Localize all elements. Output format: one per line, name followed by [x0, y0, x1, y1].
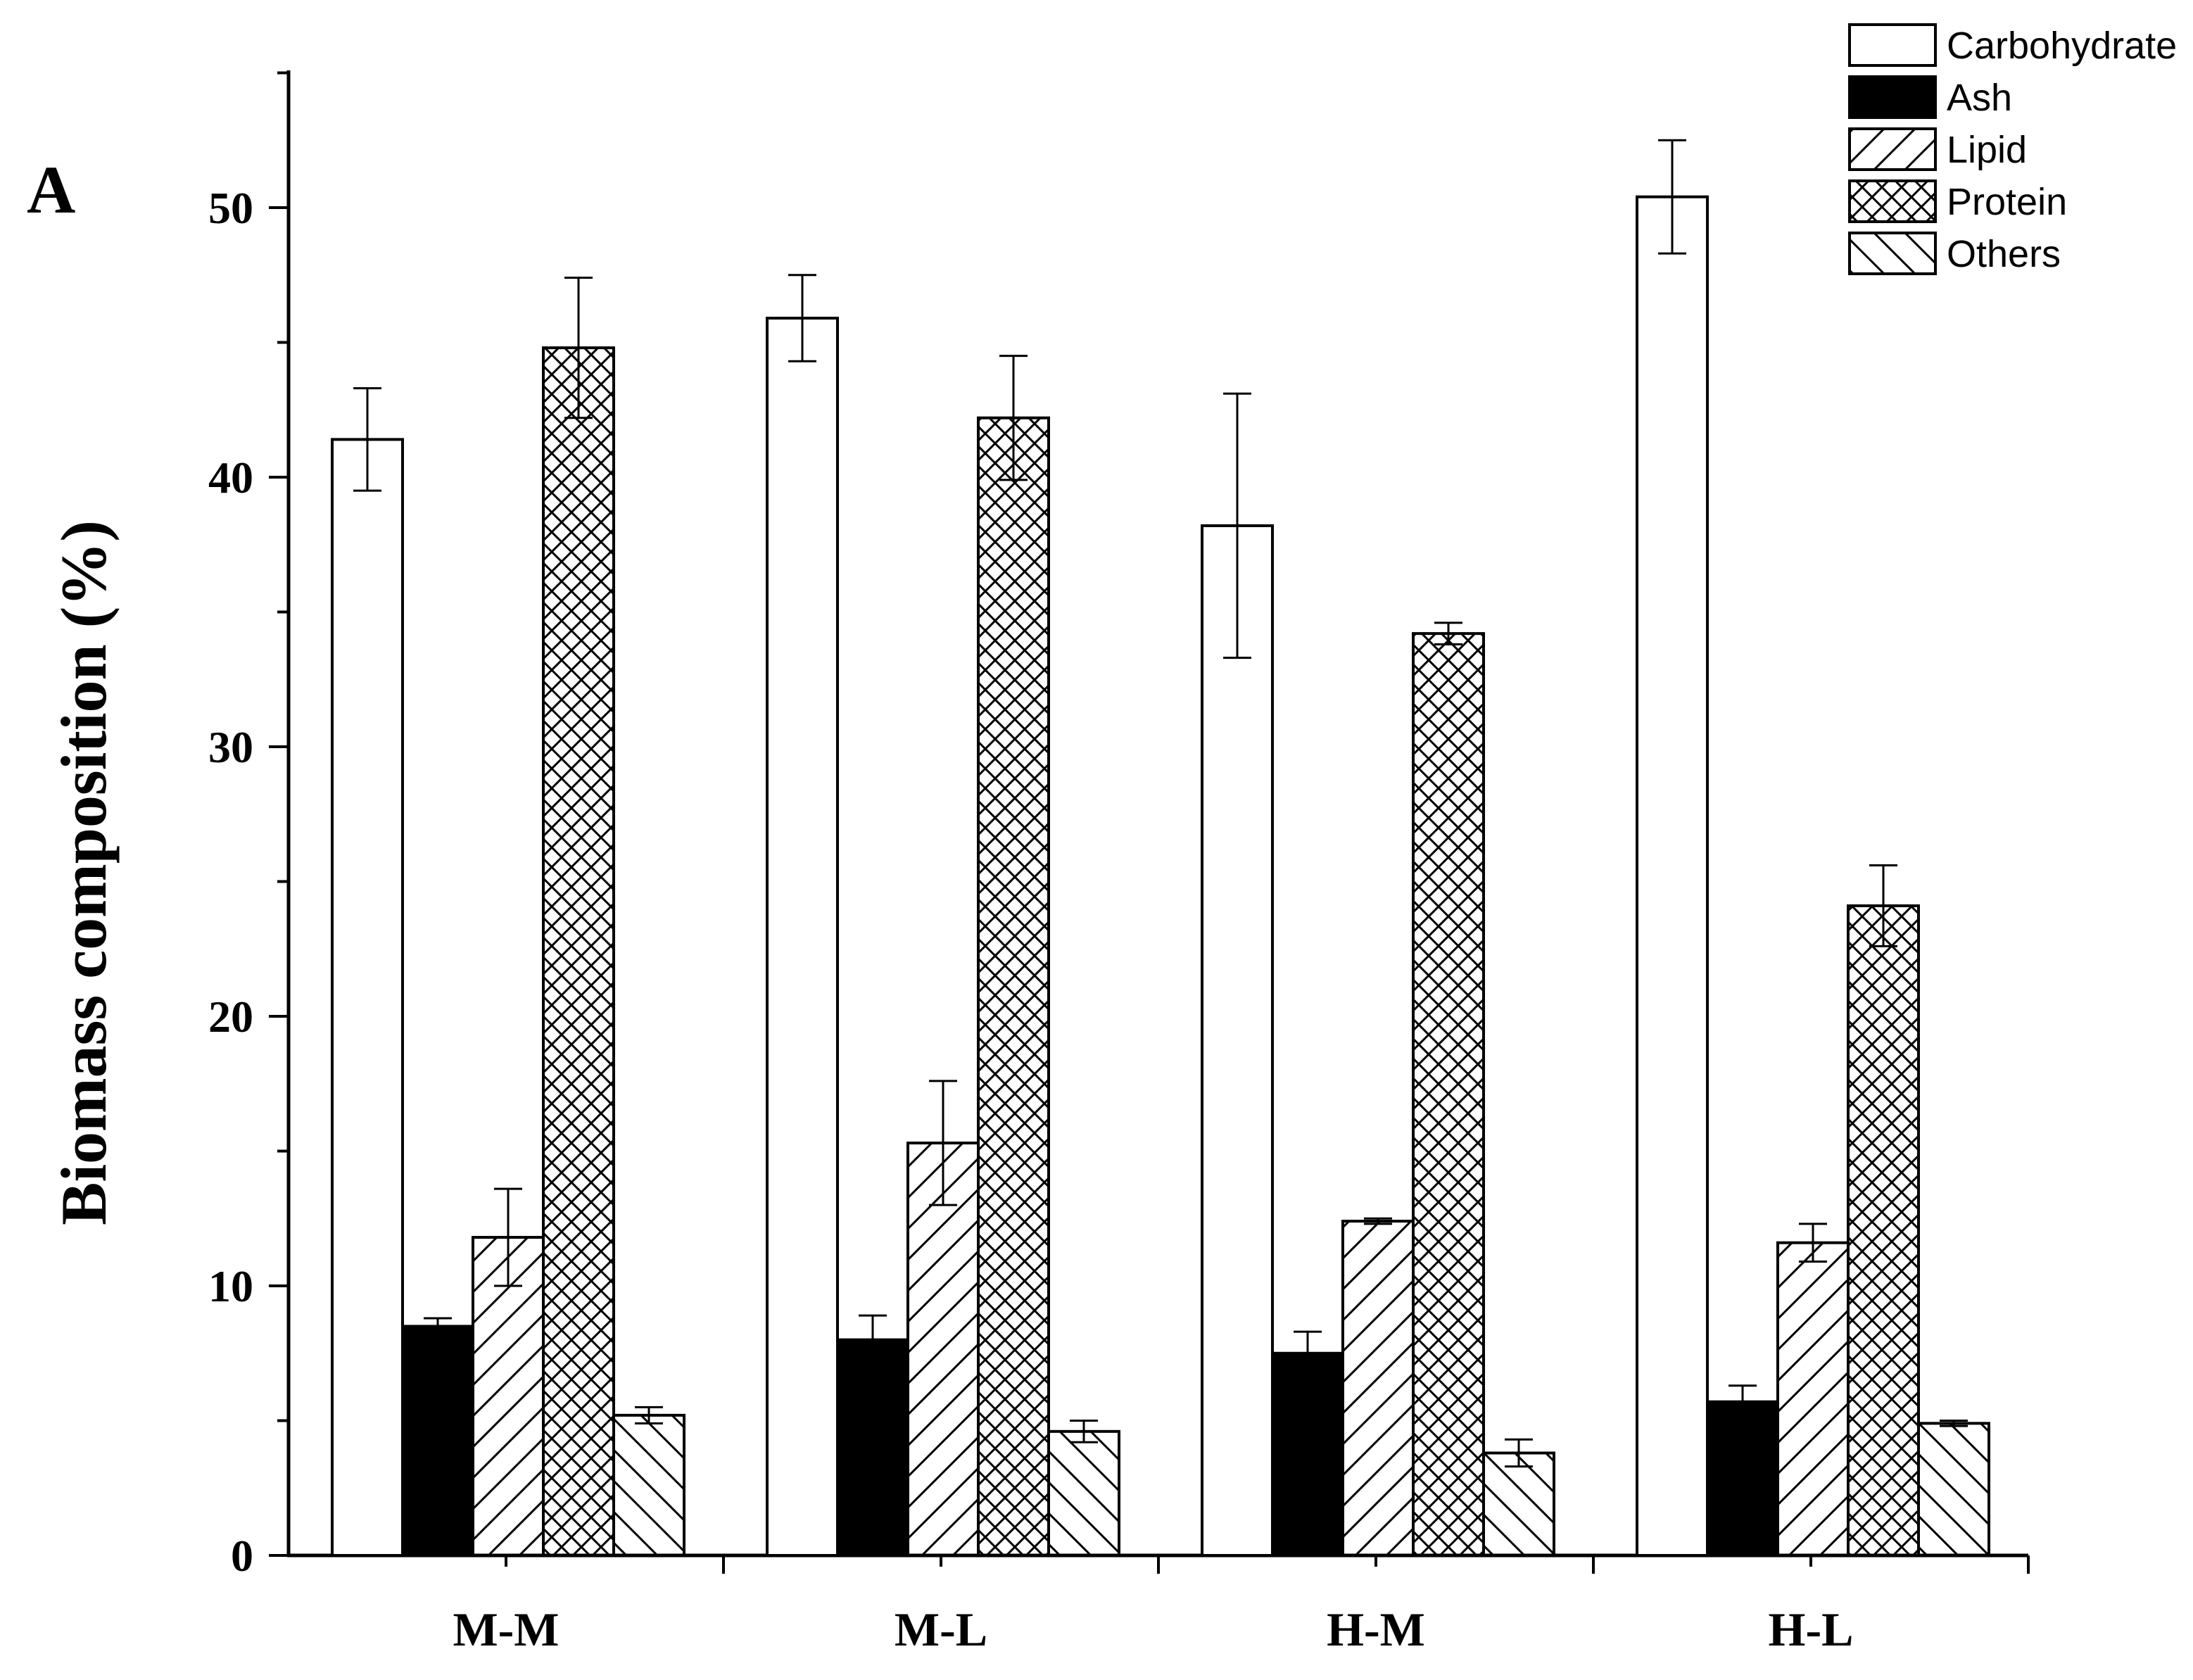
x-category-label: M-M [453, 1603, 559, 1656]
y-tick-label: 30 [208, 722, 253, 772]
error-bar-protein-h-m [1434, 621, 1462, 645]
bars [331, 195, 1990, 1558]
error-bar-protein-m-m [564, 277, 593, 419]
legend-label-carbohydrate: Carbohydrate [1947, 25, 2177, 67]
bar-protein-h-m [1412, 632, 1485, 1557]
bar-protein-m-l [977, 416, 1050, 1557]
bar-lipid-h-l [1776, 1241, 1850, 1557]
x-category-label: H-M [1327, 1603, 1425, 1656]
x-category-label: M-L [895, 1603, 987, 1656]
legend-swatch-others [1848, 232, 1937, 275]
bar-others-m-m [612, 1413, 685, 1557]
y-tick-label: 20 [208, 992, 253, 1042]
legend: Carbohydrate Ash Lipid Protein Others [1848, 23, 2177, 275]
error-bar-carbohydrate-h-m [1223, 392, 1251, 659]
error-bar-lipid-h-l [1799, 1223, 1827, 1263]
bar-carbohydrate-m-l [766, 317, 839, 1557]
error-bars [353, 139, 1968, 1468]
y-tick-label: 40 [208, 453, 253, 503]
bar-ash-m-m [401, 1325, 474, 1557]
error-bar-others-h-l [1940, 1420, 1968, 1427]
y-axis-label: Biomass composition (%) [48, 520, 120, 1225]
error-bar-protein-m-l [999, 355, 1028, 481]
panel-label: A [27, 152, 75, 227]
x-ticks: M-M M-L H-M H-L [453, 1555, 2030, 1656]
bar-protein-m-m [542, 346, 615, 1557]
bar-carbohydrate-h-l [1636, 195, 1709, 1557]
error-bar-lipid-m-l [929, 1080, 957, 1206]
bar-ash-h-m [1271, 1351, 1344, 1557]
error-bar-others-h-m [1505, 1438, 1533, 1468]
y-tick-label: 10 [208, 1261, 253, 1311]
error-bar-ash-h-m [1294, 1330, 1322, 1376]
bar-lipid-m-m [472, 1236, 545, 1558]
error-bar-carbohydrate-m-m [353, 387, 381, 492]
y-ticks: 0 10 20 30 40 50 [208, 71, 289, 1581]
bar-ash-h-l [1706, 1400, 1779, 1557]
bar-others-m-l [1047, 1429, 1120, 1557]
bar-others-h-l [1917, 1422, 1990, 1557]
legend-swatch-protein [1848, 179, 1937, 223]
x-category-label: H-L [1769, 1603, 1854, 1656]
error-bar-lipid-m-m [494, 1187, 522, 1287]
error-bar-protein-h-l [1869, 864, 1897, 947]
legend-label-lipid: Lipid [1947, 129, 2027, 171]
bar-carbohydrate-h-m [1201, 524, 1274, 1558]
legend-swatch-ash [1848, 75, 1937, 119]
error-bar-lipid-h-m [1364, 1217, 1392, 1225]
y-tick-label: 50 [208, 183, 253, 233]
bar-ash-m-l [836, 1338, 909, 1557]
bar-carbohydrate-m-m [331, 438, 404, 1557]
legend-label-others: Others [1947, 233, 2061, 275]
legend-label-protein: Protein [1947, 181, 2067, 223]
error-bar-ash-m-m [424, 1317, 452, 1336]
error-bar-others-m-l [1070, 1420, 1098, 1444]
bar-protein-h-l [1847, 904, 1920, 1557]
legend-swatch-carbohydrate [1848, 23, 1937, 67]
legend-swatch-lipid [1848, 127, 1937, 171]
y-tick-label: 0 [231, 1531, 253, 1581]
error-bar-carbohydrate-m-l [788, 274, 816, 362]
error-bar-ash-m-l [859, 1314, 887, 1365]
bar-lipid-h-m [1341, 1220, 1415, 1557]
error-bar-ash-h-l [1729, 1384, 1757, 1420]
error-bar-others-m-m [635, 1406, 663, 1425]
legend-label-ash: Ash [1947, 77, 2012, 119]
error-bar-carbohydrate-h-l [1658, 139, 1686, 255]
bar-others-h-m [1482, 1451, 1555, 1557]
